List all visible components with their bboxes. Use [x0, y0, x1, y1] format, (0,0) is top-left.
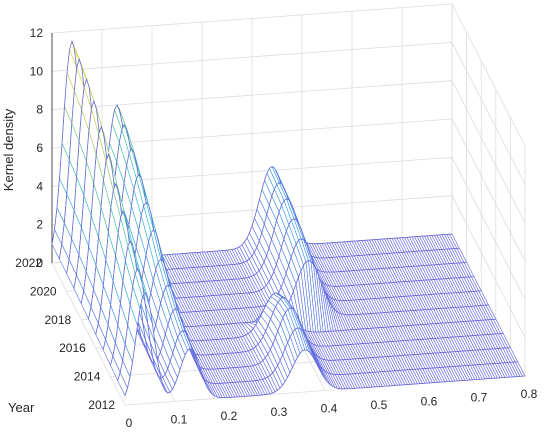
- year-tick-label-5: 2022: [15, 256, 42, 270]
- grid-line-sidewall-z-1: [451, 195, 526, 338]
- grid-line-sidewall-z-4: [451, 80, 526, 223]
- year-tick-label-4: 2020: [30, 284, 57, 298]
- x-tick-label-8: 0.8: [521, 387, 538, 401]
- grid-line-sidewall-z-3: [451, 118, 526, 262]
- year-tick-label-2: 2016: [59, 341, 86, 355]
- x-tick-label-6: 0.6: [421, 394, 438, 408]
- z-tick-label-6: 12: [30, 26, 44, 40]
- z-tick-label-1: 2: [36, 218, 43, 232]
- x-tick-label-0: 0: [126, 416, 133, 430]
- z-tick-label-0: 0: [36, 256, 43, 270]
- grid-line-backwall-z-4: [51, 80, 453, 111]
- density-curve-2013: [117, 267, 518, 384]
- grid-line-backwall-z-6: [51, 3, 453, 34]
- grid-line-sidewall-z-6: [451, 3, 526, 147]
- y-axis-label: Year: [8, 400, 35, 415]
- year-tick-label-1: 2014: [74, 370, 101, 384]
- year-tick-label-3: 2018: [44, 313, 71, 327]
- density-curve-2019: [73, 99, 474, 299]
- density-curve-2020: [66, 77, 467, 285]
- density-curve-2021: [58, 57, 460, 270]
- grid-line-sidewall-z-2: [451, 157, 526, 300]
- z-tick-label-4: 8: [36, 103, 43, 117]
- density-curve-2012: [124, 291, 526, 399]
- z-tick-label-5: 10: [30, 64, 44, 78]
- grid-line-backwall-z-5: [51, 41, 453, 72]
- surface-layer: [51, 39, 526, 399]
- tick-layer: 0 0.1 0.2 0.3 0.4 0.5 0.6 0.7 0.8201220142016201…: [15, 26, 537, 430]
- x-tick-label-7: 0.7: [471, 391, 488, 405]
- grid-line-sidewall-z-5: [451, 42, 526, 185]
- x-tick-label-5: 0.5: [371, 398, 388, 412]
- year-tick-label-0: 2012: [88, 398, 115, 412]
- density-curve-2018: [80, 125, 482, 313]
- z-axis-label: Kernel density: [1, 108, 16, 191]
- x-tick-label-1: 0.1: [171, 412, 188, 426]
- grid-line-floor-x-0: [51, 262, 126, 406]
- x-tick-label-2: 0.2: [221, 409, 238, 423]
- density-curve-2022: [51, 39, 453, 256]
- z-tick-label-3: 6: [36, 141, 43, 155]
- x-tick-label-3: 0.3: [271, 405, 288, 419]
- z-tick-label-2: 4: [36, 179, 43, 193]
- x-tick-label-4: 0.4: [321, 402, 338, 416]
